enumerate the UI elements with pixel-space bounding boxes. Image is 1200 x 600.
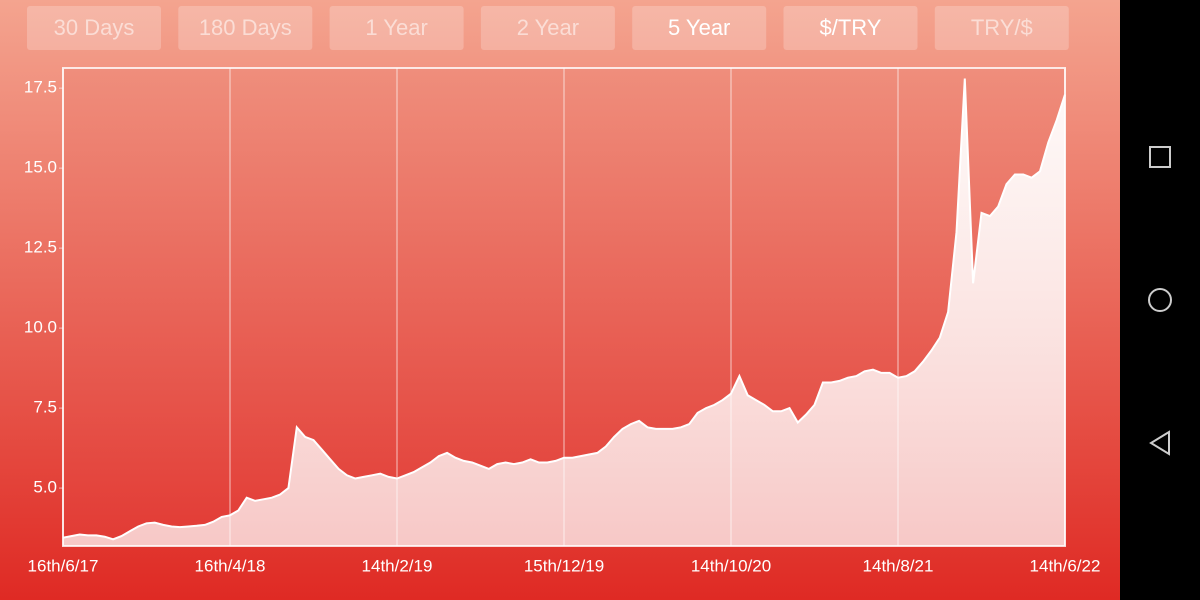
- x-tick-label: 16th/4/18: [195, 556, 266, 575]
- range-button[interactable]: [480, 6, 615, 50]
- back-button[interactable]: [1149, 430, 1170, 456]
- x-tick-label: 14th/2/19: [362, 556, 433, 575]
- y-tick-label: 15.0: [24, 158, 57, 177]
- range-button[interactable]: [329, 6, 464, 50]
- range-button-label[interactable]: $/TRY: [820, 15, 882, 40]
- area: [63, 78, 1065, 546]
- x-tick-label: 14th/6/22: [1030, 556, 1101, 575]
- range-button[interactable]: [632, 6, 767, 50]
- range-button-label[interactable]: 180 Days: [199, 15, 292, 40]
- x-tick-label: 14th/10/20: [691, 556, 771, 575]
- x-tick-label: 14th/8/21: [863, 556, 934, 575]
- y-tick-label: 10.0: [24, 318, 57, 337]
- plot-border: [62, 67, 1066, 547]
- range-buttons: 30 Days 180 Days 1 Year 2 Year 5 Year $/TRY TR…: [27, 6, 1069, 50]
- recents-button[interactable]: [1149, 146, 1171, 168]
- range-button-label[interactable]: 2 Year: [517, 15, 579, 40]
- range-button-label[interactable]: 1 Year: [365, 15, 427, 40]
- range-button[interactable]: [783, 6, 918, 50]
- home-button[interactable]: [1148, 288, 1172, 312]
- range-button-label[interactable]: 30 Days: [54, 15, 135, 40]
- y-tick-label: 12.5: [24, 238, 57, 257]
- line: [62, 78, 1066, 541]
- y-tick-label: 7.5: [33, 398, 57, 417]
- range-button[interactable]: [934, 6, 1069, 50]
- range-button-label[interactable]: 5 Year: [668, 15, 730, 40]
- nav-bar: [1120, 0, 1200, 600]
- x-tick-label: 16th/6/17: [28, 556, 99, 575]
- y-tick-label: 17.5: [24, 78, 57, 97]
- range-button[interactable]: [27, 6, 161, 50]
- y-tick-label: 5.0: [33, 478, 57, 497]
- range-button-label[interactable]: TRY/$: [971, 15, 1033, 40]
- x-tick-label: 15th/12/19: [524, 556, 604, 575]
- range-button[interactable]: [178, 6, 313, 50]
